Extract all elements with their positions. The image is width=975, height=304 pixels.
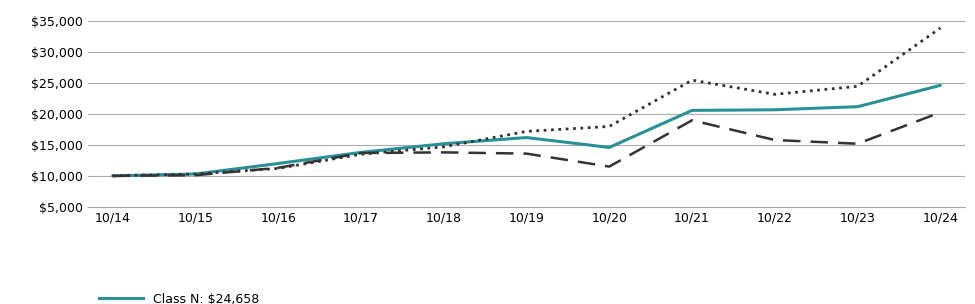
Legend: Class N: $24,658, S&P 500® Index: $33,949, Russell 2000® Value Index: $20,278: Class N: $24,658, S&P 500® Index: $33,94… xyxy=(94,288,387,304)
